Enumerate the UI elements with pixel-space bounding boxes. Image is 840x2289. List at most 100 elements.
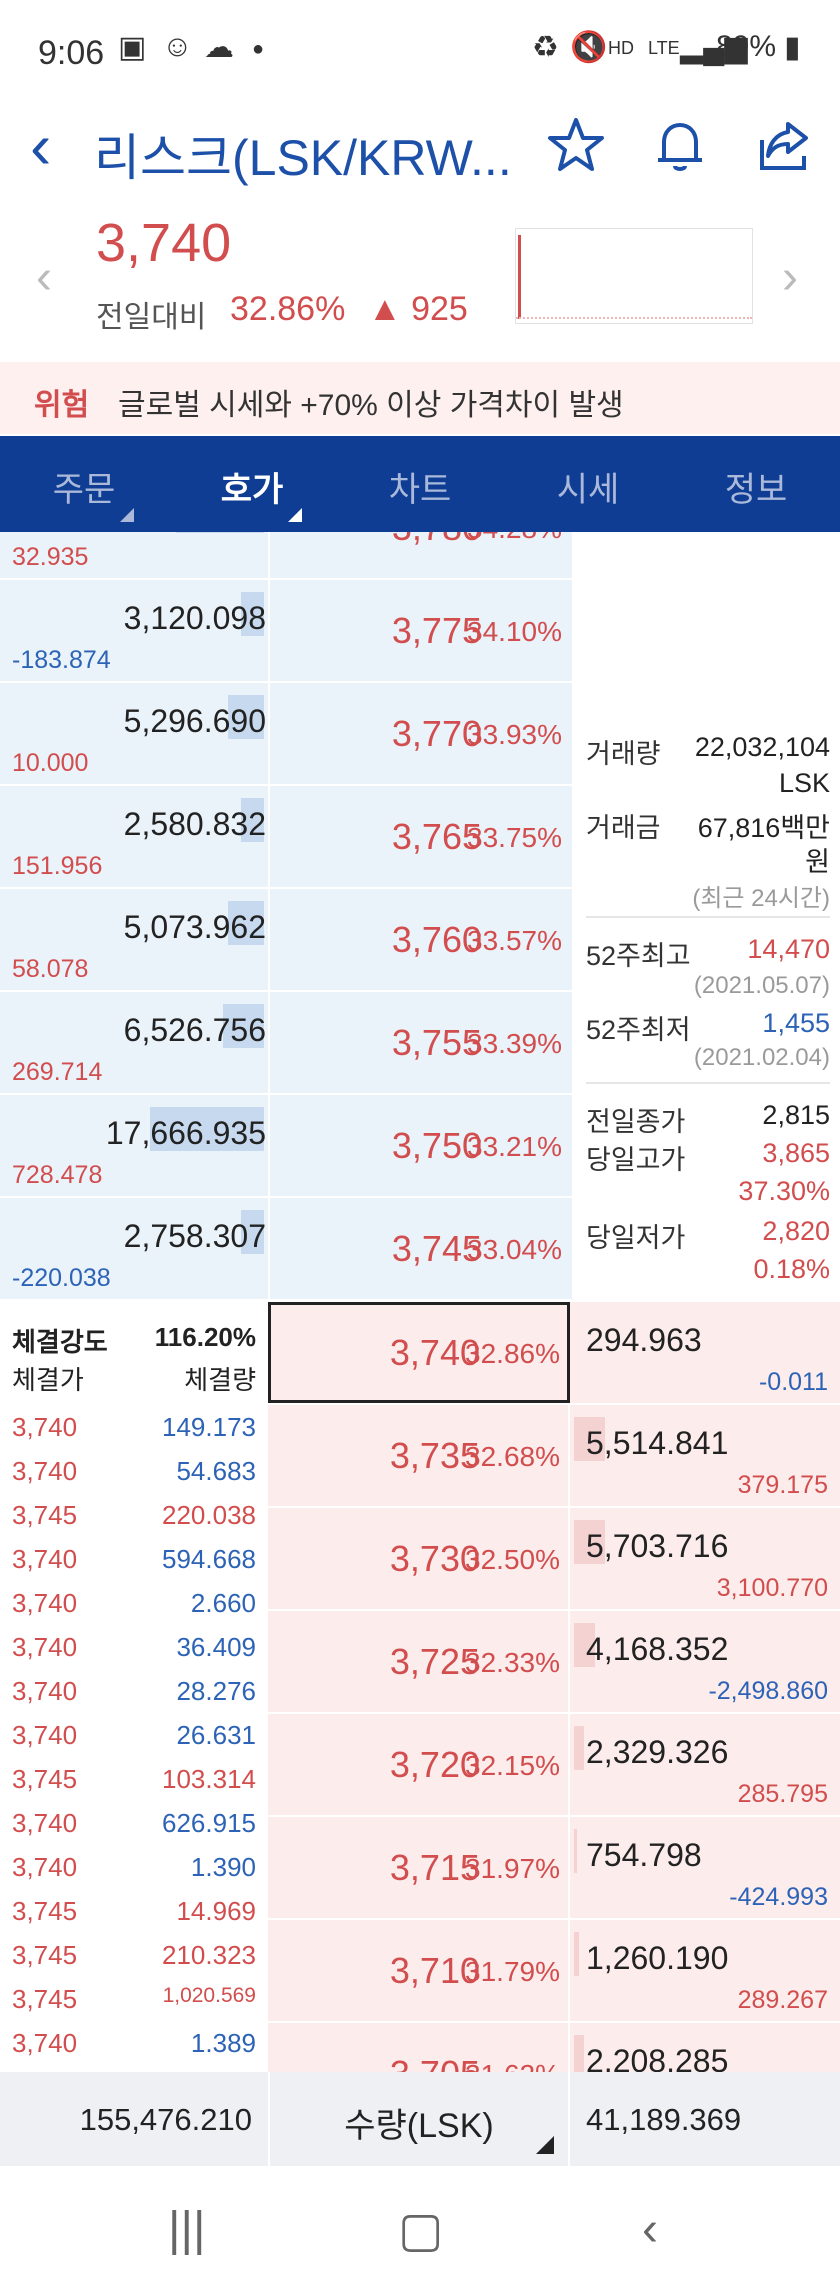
divider bbox=[586, 916, 830, 918]
hd-voice-icon: HD bbox=[608, 38, 634, 58]
unit-selector[interactable]: 수량(LSK) bbox=[268, 2072, 570, 2166]
trade-qty-header: 체결량 bbox=[184, 1365, 256, 1395]
trade-price: 3,740 bbox=[12, 1720, 78, 1750]
current-price: 3,740 bbox=[96, 213, 232, 273]
bid-volume-bar bbox=[574, 1623, 595, 1667]
ask-row[interactable]: 5,073.962 58.078 3,760 33.57% bbox=[0, 889, 572, 992]
mini-chart[interactable] bbox=[515, 228, 753, 324]
bid-volume-change: 379.175 bbox=[737, 1471, 828, 1499]
ask-row[interactable]: 3,120.098 -183.874 3,775 34.10% bbox=[0, 580, 572, 683]
recent-apps-icon[interactable]: ||| bbox=[168, 2203, 206, 2256]
bid-volume-change: -2,498.860 bbox=[708, 1677, 828, 1705]
ask-row[interactable]: 2,580.832 151.956 3,765 33.75% bbox=[0, 786, 572, 889]
share-icon[interactable] bbox=[752, 114, 816, 178]
bell-icon[interactable] bbox=[648, 114, 712, 178]
orderbook-footer: 155,476.210 수량(LSK) 41,189.369 bbox=[0, 2072, 840, 2166]
ask-price: 3,750 bbox=[391, 1125, 482, 1166]
ask-price: 3,765 bbox=[391, 816, 482, 857]
high52-value: 14,470 bbox=[747, 934, 830, 964]
ask-volume-bar bbox=[241, 798, 264, 842]
ask-volume: 5,073.962 bbox=[123, 909, 266, 945]
trade-row: 3,740 1.389 bbox=[0, 2020, 268, 2064]
ask-price-cell[interactable]: 3,775 34.10% bbox=[268, 580, 570, 681]
back-icon[interactable]: ‹ bbox=[30, 110, 52, 182]
high52-date: (2021.05.07) bbox=[693, 972, 830, 999]
ask-price-cell[interactable]: 3,765 33.75% bbox=[268, 786, 570, 887]
home-icon[interactable]: ▢ bbox=[398, 2204, 444, 2257]
volume-label: 거래량 bbox=[586, 739, 661, 769]
bid-price: 3,710 bbox=[389, 1950, 480, 1991]
bid-row[interactable]: 3,710 31.79% 1,260.190 289.267 bbox=[268, 1920, 840, 2023]
market-info-panel: 거래량 22,032,104 LSK 거래금 67,816백만 원 (최근 24… bbox=[572, 532, 840, 1302]
bid-price-cell[interactable]: 3,720 32.15% bbox=[268, 1714, 570, 1815]
system-back-icon[interactable]: ‹ bbox=[642, 2203, 658, 2256]
tab-info[interactable]: 정보 bbox=[724, 471, 788, 509]
bid-row[interactable]: 3,730 32.50% 5,703.716 3,100.770 bbox=[268, 1508, 840, 1611]
bid-row[interactable]: 3,715 31.97% 754.798 -424.993 bbox=[268, 1817, 840, 1920]
bid-percent: 31.62% bbox=[465, 2059, 560, 2072]
trade-price: 3,740 bbox=[12, 2028, 78, 2058]
ask-volume-bar bbox=[228, 695, 264, 739]
ask-volume-change: 10.000 bbox=[12, 749, 89, 777]
day-high-label: 당일고가 bbox=[586, 1145, 686, 1175]
bid-price-cell[interactable]: 3,715 31.97% bbox=[268, 1817, 570, 1918]
bid-volume-change: 3,100.770 bbox=[716, 1574, 828, 1602]
ask-price-cell[interactable]: 3,780 34.28% bbox=[268, 532, 570, 578]
bid-percent: 32.50% bbox=[465, 1544, 560, 1575]
ask-row[interactable]: 6,526.756 269.714 3,755 33.39% bbox=[0, 992, 572, 1095]
next-coin-icon[interactable]: › bbox=[782, 251, 798, 304]
warning-banner[interactable]: 위험 글로벌 시세와 +70% 이상 가격차이 발생 bbox=[0, 362, 840, 434]
bid-price: 3,720 bbox=[389, 1744, 480, 1785]
trade-price: 3,740 bbox=[12, 1632, 78, 1662]
bid-price-cell[interactable]: 3,710 31.79% bbox=[268, 1920, 570, 2021]
trade-price: 3,740 bbox=[12, 1588, 78, 1618]
tab-chart[interactable]: 차트 bbox=[388, 471, 452, 509]
ask-row[interactable]: 17,666.935 728.478 3,750 33.21% bbox=[0, 1095, 572, 1198]
trade-qty: 1,020.569 bbox=[162, 1984, 256, 2007]
ask-percent: 34.28% bbox=[467, 532, 562, 545]
bid-price-cell[interactable]: 3,730 32.50% bbox=[268, 1508, 570, 1609]
ask-volume-bar bbox=[228, 901, 264, 945]
tab-orderbook[interactable]: 호가 bbox=[220, 471, 284, 509]
amount-unit: 원 bbox=[805, 847, 830, 877]
trade-qty: 149.173 bbox=[162, 1412, 256, 1442]
bid-price: 3,735 bbox=[389, 1435, 480, 1476]
bid-row[interactable]: 3,735 32.68% 5,514.841 379.175 bbox=[268, 1405, 840, 1508]
tab-market[interactable]: 시세 bbox=[556, 471, 620, 509]
trade-qty: 14.969 bbox=[176, 1896, 256, 1926]
ask-price-cell[interactable]: 3,755 33.39% bbox=[268, 992, 570, 1093]
bid-row[interactable]: 3,740 32.86% 294.963 -0.011 bbox=[268, 1302, 840, 1405]
bid-volume-change: -0.011 bbox=[758, 1368, 828, 1396]
bid-row[interactable]: 3,725 32.33% 4,168.352 -2,498.860 bbox=[268, 1611, 840, 1714]
ask-price-cell[interactable]: 3,750 33.21% bbox=[268, 1095, 570, 1196]
ask-row[interactable]: 32.935 3,780 34.28% bbox=[0, 532, 572, 580]
ask-row[interactable]: 2,758.307 -220.038 3,745 33.04% bbox=[0, 1198, 572, 1301]
bid-volume: 294.963 bbox=[586, 1322, 702, 1358]
bid-volume-bar bbox=[574, 1932, 580, 1976]
trade-qty: 220.038 bbox=[162, 1500, 256, 1530]
tab-order[interactable]: 주문 bbox=[52, 471, 116, 509]
bid-volume-change: 285.795 bbox=[737, 1780, 828, 1808]
star-icon[interactable] bbox=[544, 114, 608, 178]
volume-value: 22,032,104 bbox=[694, 732, 830, 762]
prev-coin-icon[interactable]: ‹ bbox=[36, 251, 52, 304]
ask-price-cell[interactable]: 3,745 33.04% bbox=[268, 1198, 570, 1299]
bid-row[interactable]: 3,720 32.15% 2,329.326 285.795 bbox=[268, 1714, 840, 1817]
strength-label: 체결강도 bbox=[12, 1327, 108, 1357]
bid-price-cell[interactable]: 3,705 31.62% bbox=[268, 2023, 570, 2072]
bid-row[interactable]: 3,705 31.62% 2,208.285 bbox=[268, 2023, 840, 2072]
ask-volume-bar bbox=[150, 1107, 264, 1151]
bid-price-cell[interactable]: 3,725 32.33% bbox=[268, 1611, 570, 1712]
ask-volume-bar bbox=[241, 592, 264, 636]
ask-price-cell[interactable]: 3,760 33.57% bbox=[268, 889, 570, 990]
bid-price-cell[interactable]: 3,735 32.68% bbox=[268, 1405, 570, 1506]
ask-price-cell[interactable]: 3,770 33.93% bbox=[268, 683, 570, 784]
bid-price-cell[interactable]: 3,740 32.86% bbox=[268, 1302, 570, 1403]
ask-row[interactable]: 5,296.690 10.000 3,770 33.93% bbox=[0, 683, 572, 786]
system-nav-bar: ||| ▢ ‹ bbox=[0, 2166, 840, 2289]
dot-icon: ● bbox=[252, 38, 265, 60]
ask-volume: 6,526.756 bbox=[123, 1012, 266, 1048]
bid-price: 3,725 bbox=[389, 1641, 480, 1682]
unit-label: 수량(LSK) bbox=[344, 2107, 494, 2145]
trade-price: 3,745 bbox=[12, 1940, 78, 1970]
